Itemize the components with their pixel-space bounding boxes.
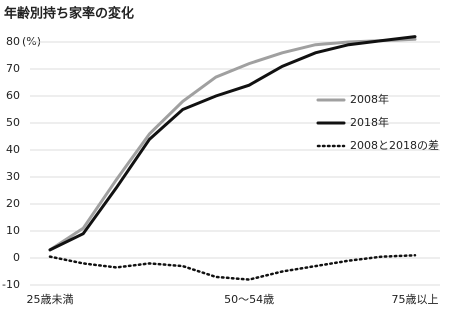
- y-tick-label: 80: [6, 35, 20, 48]
- legend-label: 2018年: [350, 115, 389, 129]
- y-tick-label: 60: [6, 89, 20, 102]
- y-tick-label: 10: [6, 224, 20, 237]
- series-line: [48, 35, 417, 252]
- y-tick-label: 70: [6, 62, 20, 75]
- y-tick-label: -10: [2, 278, 20, 291]
- chart-title: 年齢別持ち家率の変化: [4, 6, 134, 22]
- y-tick-label: 0: [13, 251, 20, 264]
- x-tick-label: 75歳以上: [392, 293, 439, 306]
- series-line: [48, 254, 417, 281]
- y-tick-label: 20: [6, 197, 20, 210]
- x-tick-label: 50〜54歳: [224, 293, 274, 306]
- series-line: [48, 37, 417, 252]
- x-tick-label: 25歳未満: [27, 293, 74, 306]
- y-tick-label: 40: [6, 143, 20, 156]
- legend-label: 2008年: [350, 92, 389, 106]
- y-tick-label: 30: [6, 170, 20, 183]
- legend-label: 2008と2018の差: [350, 138, 439, 152]
- y-tick-label: 50: [6, 116, 20, 129]
